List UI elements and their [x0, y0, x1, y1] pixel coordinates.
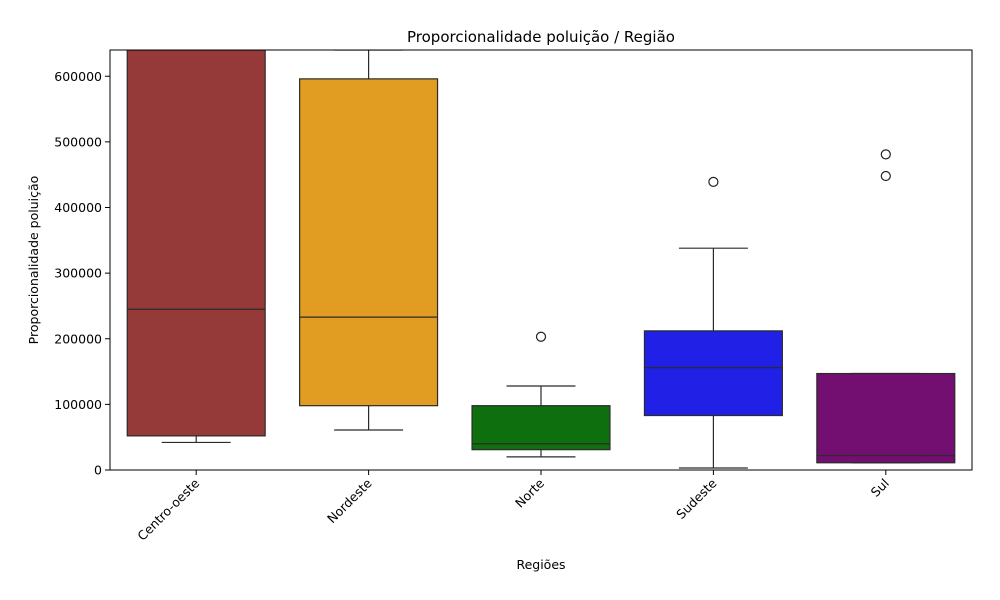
boxes-group: [126, 50, 956, 469]
outlier-norte-0: [535, 331, 547, 342]
y-tick-label-4: 400000: [54, 200, 102, 215]
outlier-sul-1: [880, 149, 891, 160]
y-tick-label-6: 600000: [54, 69, 102, 84]
box-group-sudeste: [643, 176, 783, 469]
x-tick-label-sudeste: Sudeste: [673, 475, 720, 522]
chart-title: Proporcionalidade poluição / Região: [407, 28, 675, 46]
x-tick-label-norte: Norte: [512, 475, 547, 510]
y-tick-label-2: 200000: [54, 331, 102, 346]
outlier-sul-0: [880, 170, 891, 182]
y-tick-label-0: 0: [94, 463, 102, 478]
y-tick-label-5: 500000: [54, 134, 102, 149]
y-axis-label: Proporcionalidade poluição: [26, 176, 41, 345]
box-group-nordeste: [299, 50, 439, 431]
x-tick-label-sul: Sul: [868, 476, 892, 500]
box-group-sul: [816, 149, 956, 464]
box-sul: [816, 372, 956, 464]
box-nordeste: [299, 78, 439, 407]
x-tick-label-centro-oeste: Centro-oeste: [134, 475, 202, 543]
box-norte: [471, 405, 611, 451]
x-axis-label: Regiões: [516, 557, 565, 572]
x-axis: Centro-oeste Nordeste Norte Sudeste Sul: [134, 470, 892, 544]
x-tick-label-nordeste: Nordeste: [324, 475, 375, 526]
box-group-centro-oeste: [126, 50, 266, 444]
box-centro-oeste: [126, 50, 266, 437]
outlier-sudeste-0: [708, 176, 719, 188]
y-axis: 0 100000 200000 300000 400000 500000 600000: [54, 69, 110, 478]
box-sudeste: [643, 330, 783, 417]
y-tick-label-3: 300000: [54, 266, 102, 281]
box-group-norte: [471, 331, 611, 458]
y-tick-label-1: 100000: [54, 397, 102, 412]
plot-area: [126, 50, 956, 469]
